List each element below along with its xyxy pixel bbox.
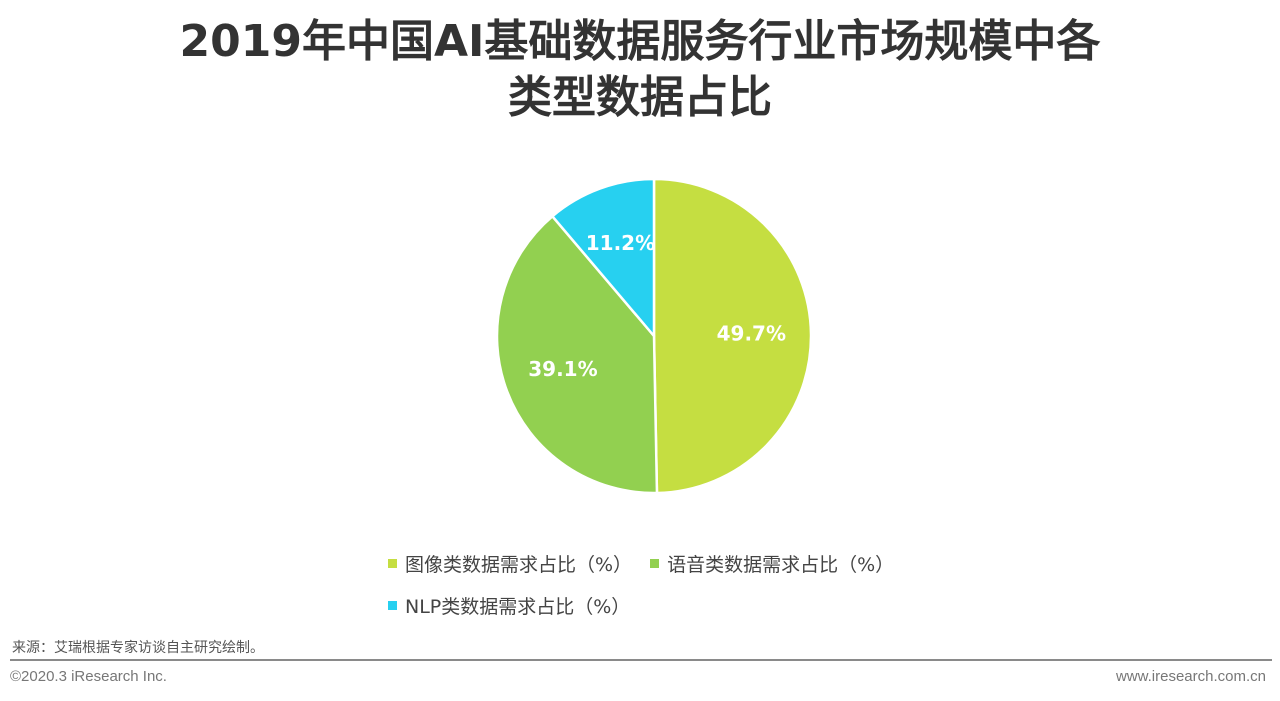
- legend-swatch-nlp: [388, 600, 397, 610]
- pie-slice-image: [652, 177, 813, 495]
- legend: 图像类数据需求占比（%） 语音类数据需求占比（%） NLP类数据需求占比（%）: [388, 546, 988, 630]
- data-label-nlp: 11.2%: [586, 231, 655, 255]
- pie-slice-nlp: [551, 177, 656, 338]
- pie-slice-speech: [495, 215, 659, 495]
- chart-title-line-2: 类型数据占比: [508, 72, 772, 123]
- footer-divider: [10, 659, 1272, 661]
- copyright-text: ©2020.3 iResearch Inc.: [10, 668, 167, 685]
- legend-row-2: NLP类数据需求占比（%）: [388, 588, 988, 622]
- chart-title: 2019年中国AI基础数据服务行业市场规模中各 类型数据占比: [0, 14, 1280, 126]
- data-label-image: 49.7%: [717, 322, 786, 346]
- legend-item-image: 图像类数据需求占比（%）: [388, 550, 632, 577]
- pie-chart: 49.7% 39.1% 11.2%: [495, 177, 813, 495]
- chart-title-line-1: 2019年中国AI基础数据服务行业市场规模中各: [179, 16, 1101, 67]
- legend-label-speech: 语音类数据需求占比（%）: [667, 553, 895, 576]
- source-note: 来源：艾瑞根据专家访谈自主研究绘制。: [12, 640, 264, 656]
- legend-swatch-image: [388, 558, 397, 568]
- legend-label-image: 图像类数据需求占比（%）: [405, 553, 633, 576]
- legend-row-1: 图像类数据需求占比（%） 语音类数据需求占比（%）: [388, 546, 988, 580]
- legend-swatch-speech: [650, 558, 660, 568]
- website-link[interactable]: www.iresearch.com.cn: [1115, 668, 1266, 685]
- data-label-speech: 39.1%: [528, 357, 597, 381]
- legend-label-nlp: NLP类数据需求占比（%）: [405, 595, 631, 618]
- legend-item-speech: 语音类数据需求占比（%）: [650, 550, 894, 577]
- legend-item-nlp: NLP类数据需求占比（%）: [388, 592, 630, 619]
